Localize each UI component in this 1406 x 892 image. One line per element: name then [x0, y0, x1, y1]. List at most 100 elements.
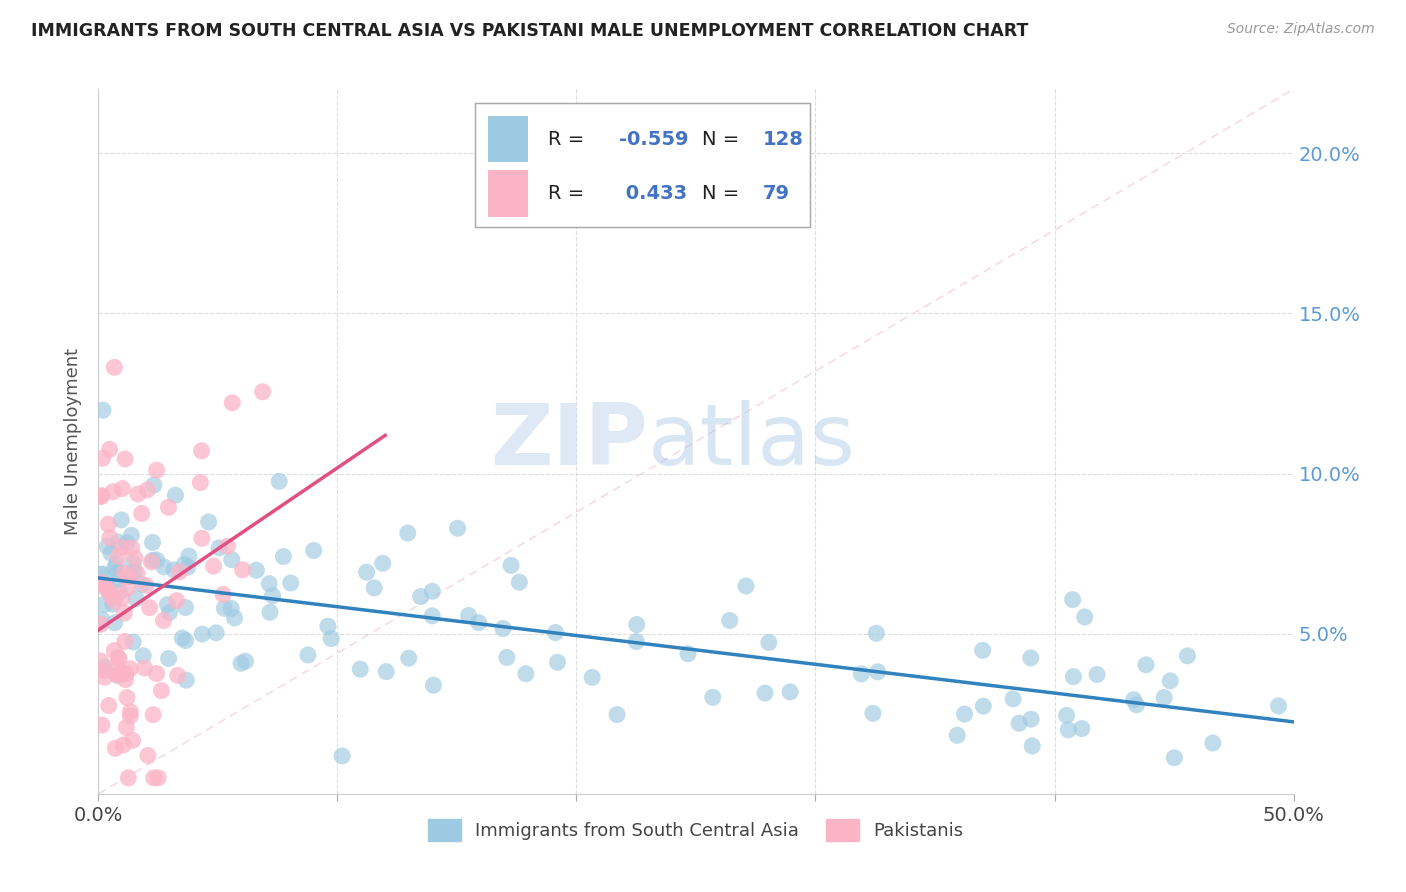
Pakistanis [150, 683, 173, 698]
Immigrants from South Central Asia [108, 572, 131, 586]
Immigrants from South Central Asia [457, 608, 479, 623]
Pakistanis [117, 581, 139, 595]
Immigrants from South Central Asia [105, 557, 128, 571]
Pakistanis [90, 490, 112, 504]
Pakistanis [115, 690, 138, 705]
Immigrants from South Central Asia [1070, 722, 1092, 736]
Pakistanis [90, 575, 112, 590]
Pakistanis [90, 718, 112, 732]
Immigrants from South Central Asia [122, 557, 145, 571]
Immigrants from South Central Asia [122, 635, 145, 649]
Immigrants from South Central Asia [141, 535, 163, 549]
Immigrants from South Central Asia [496, 650, 519, 665]
Immigrants from South Central Asia [157, 651, 180, 665]
Immigrants from South Central Asia [547, 655, 569, 669]
Pakistanis [101, 484, 124, 499]
Pakistanis [101, 587, 124, 601]
Immigrants from South Central Asia [221, 552, 243, 566]
Immigrants from South Central Asia [257, 576, 280, 591]
Pakistanis [91, 451, 114, 466]
Immigrants from South Central Asia [735, 579, 758, 593]
Immigrants from South Central Asia [91, 567, 114, 582]
Pakistanis [93, 578, 115, 592]
Immigrants from South Central Asia [142, 478, 165, 492]
Immigrants from South Central Asia [269, 475, 291, 489]
Immigrants from South Central Asia [177, 549, 200, 563]
Immigrants from South Central Asia [1153, 690, 1175, 705]
Immigrants from South Central Asia [165, 488, 187, 502]
Pakistanis [166, 668, 188, 682]
Pakistanis [188, 475, 211, 490]
Immigrants from South Central Asia [100, 546, 122, 560]
Immigrants from South Central Asia [94, 660, 117, 674]
Immigrants from South Central Asia [398, 651, 420, 665]
Y-axis label: Male Unemployment: Male Unemployment [65, 348, 83, 535]
Immigrants from South Central Asia [492, 622, 515, 636]
Immigrants from South Central Asia [115, 535, 138, 549]
Pakistanis [97, 698, 120, 713]
Immigrants from South Central Asia [245, 563, 267, 577]
Immigrants from South Central Asia [371, 556, 394, 570]
Immigrants from South Central Asia [107, 566, 129, 580]
Immigrants from South Central Asia [1125, 698, 1147, 712]
Immigrants from South Central Asia [1062, 670, 1084, 684]
Immigrants from South Central Asia [125, 591, 148, 606]
Pakistanis [103, 643, 125, 657]
Immigrants from South Central Asia [972, 643, 994, 657]
Immigrants from South Central Asia [302, 543, 325, 558]
Immigrants from South Central Asia [120, 528, 142, 542]
Pakistanis [252, 384, 274, 399]
Pakistanis [103, 360, 125, 375]
Immigrants from South Central Asia [172, 631, 194, 645]
Pakistanis [98, 531, 121, 545]
Pakistanis [93, 664, 115, 678]
Immigrants from South Central Asia [446, 521, 468, 535]
Immigrants from South Central Asia [626, 617, 648, 632]
Immigrants from South Central Asia [107, 668, 129, 682]
Pakistanis [90, 489, 112, 503]
Immigrants from South Central Asia [758, 635, 780, 649]
Immigrants from South Central Asia [718, 614, 741, 628]
Immigrants from South Central Asia [152, 560, 174, 574]
Immigrants from South Central Asia [224, 611, 246, 625]
Immigrants from South Central Asia [363, 581, 385, 595]
Pakistanis [110, 541, 132, 555]
Text: Source: ZipAtlas.com: Source: ZipAtlas.com [1227, 22, 1375, 37]
Immigrants from South Central Asia [91, 403, 114, 417]
Pakistanis [90, 654, 112, 668]
Immigrants from South Central Asia [97, 582, 120, 596]
Pakistanis [117, 569, 139, 583]
Immigrants from South Central Asia [132, 648, 155, 663]
Text: IMMIGRANTS FROM SOUTH CENTRAL ASIA VS PAKISTANI MALE UNEMPLOYMENT CORRELATION CH: IMMIGRANTS FROM SOUTH CENTRAL ASIA VS PA… [31, 22, 1028, 40]
Immigrants from South Central Asia [93, 597, 115, 611]
Immigrants from South Central Asia [321, 632, 343, 646]
Pakistanis [112, 606, 135, 620]
Pakistanis [212, 587, 235, 601]
Pakistanis [232, 563, 254, 577]
Pakistanis [114, 673, 136, 687]
Immigrants from South Central Asia [1177, 648, 1199, 663]
Immigrants from South Central Asia [191, 627, 214, 641]
Pakistanis [111, 482, 134, 496]
Immigrants from South Central Asia [174, 633, 197, 648]
Pakistanis [136, 483, 159, 497]
Pakistanis [110, 667, 132, 681]
Immigrants from South Central Asia [946, 728, 969, 742]
Immigrants from South Central Asia [467, 615, 489, 630]
Immigrants from South Central Asia [110, 513, 132, 527]
Pakistanis [217, 539, 239, 553]
Immigrants from South Central Asia [581, 670, 603, 684]
Pakistanis [117, 771, 139, 785]
Immigrants from South Central Asia [107, 535, 129, 549]
Immigrants from South Central Asia [229, 657, 252, 671]
Immigrants from South Central Asia [156, 598, 179, 612]
Immigrants from South Central Asia [131, 577, 153, 591]
Pakistanis [114, 634, 136, 648]
Immigrants from South Central Asia [104, 561, 127, 575]
Immigrants from South Central Asia [1057, 723, 1080, 737]
Pakistanis [114, 452, 136, 467]
Immigrants from South Central Asia [145, 553, 167, 567]
Pakistanis [141, 555, 163, 569]
Pakistanis [136, 748, 159, 763]
Immigrants from South Central Asia [865, 626, 887, 640]
